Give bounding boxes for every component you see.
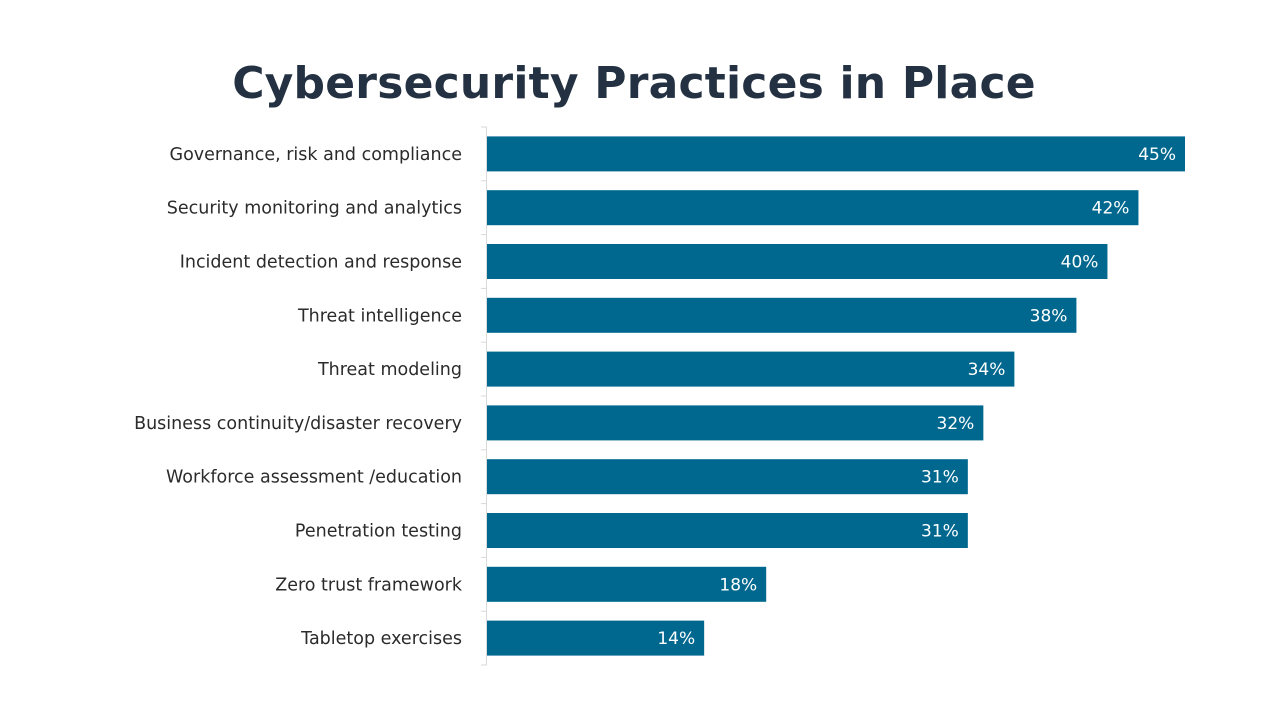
bar — [487, 566, 767, 602]
category-labels: Governance, risk and compliance Security … — [134, 145, 463, 649]
category-label: Workforce assessment /education — [166, 468, 462, 488]
category-label: Threat modeling — [317, 360, 462, 380]
value-label: 31% — [921, 522, 959, 542]
value-label: 42% — [1092, 199, 1130, 219]
bar — [487, 190, 1139, 226]
value-label: 14% — [657, 629, 695, 649]
bar — [487, 405, 984, 441]
category-label: Security monitoring and analytics — [167, 199, 462, 219]
value-label: 32% — [937, 414, 975, 434]
bar — [487, 513, 968, 548]
bar — [487, 244, 1108, 279]
bar — [487, 351, 1015, 387]
category-label: Zero trust framework — [275, 575, 463, 595]
category-label: Business continuity/disaster recovery — [134, 414, 462, 434]
value-label: 31% — [921, 468, 959, 488]
value-label: 40% — [1061, 253, 1099, 273]
bar — [487, 459, 968, 495]
value-label: 45% — [1138, 145, 1176, 165]
category-label: Tabletop exercises — [300, 629, 462, 649]
bar — [487, 620, 705, 656]
category-label: Incident detection and response — [180, 253, 462, 273]
value-label: 34% — [968, 360, 1006, 380]
value-label: 38% — [1030, 306, 1068, 326]
category-label: Penetration testing — [295, 522, 462, 542]
value-label: 18% — [719, 575, 757, 595]
chart-title: Cybersecurity Practices in Place — [232, 58, 1036, 109]
category-axis — [481, 126, 487, 666]
bar — [487, 136, 1185, 172]
category-label: Governance, risk and compliance — [170, 145, 462, 165]
category-label: Threat intelligence — [297, 306, 462, 326]
bar — [487, 297, 1077, 333]
bars — [487, 136, 1185, 656]
value-labels: 45% 42% 40% 38% 34% 32% 31% 31% 18% 14% — [657, 145, 1176, 649]
